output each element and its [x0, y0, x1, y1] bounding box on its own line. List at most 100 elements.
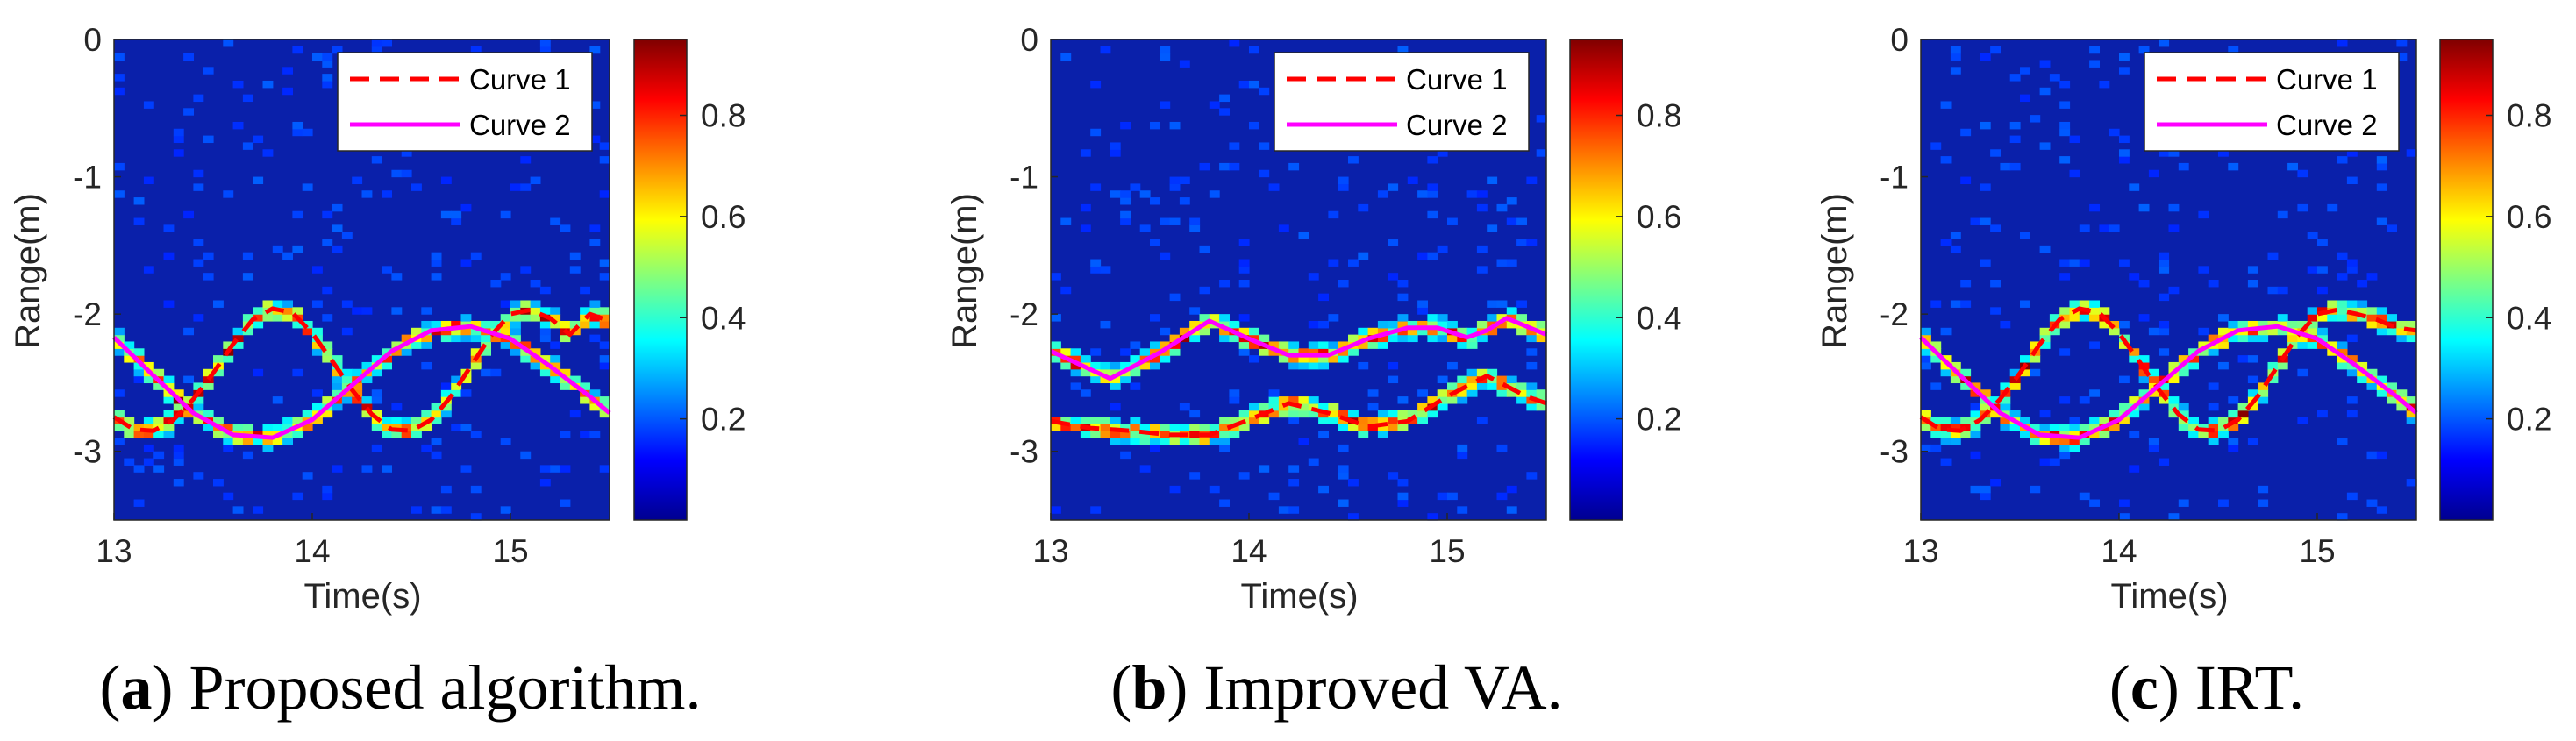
heatmap-cell	[401, 149, 412, 157]
heatmap-cell	[1447, 334, 1458, 343]
heatmap-cell	[1268, 403, 1280, 411]
heatmap-cell	[292, 417, 303, 424]
heatmap-cell	[1496, 203, 1508, 212]
heatmap-cell	[183, 108, 194, 116]
heatmap-cell	[1298, 396, 1309, 404]
heatmap-cell	[2039, 87, 2051, 96]
heatmap-cell	[1466, 334, 1478, 343]
heatmap-cell	[530, 307, 541, 315]
heatmap-cell	[431, 506, 442, 514]
heatmap-cell	[1476, 417, 1488, 424]
heatmap-cell	[2247, 280, 2258, 288]
heatmap-cell	[1209, 424, 1220, 431]
x-tick-label: 13	[1902, 533, 1938, 569]
heatmap-cell	[1268, 183, 1280, 191]
heatmap-cell	[1070, 424, 1081, 431]
heatmap-cell	[2387, 396, 2397, 404]
heatmap-cell	[1960, 280, 1972, 288]
heatmap-cell	[1526, 472, 1538, 480]
heatmap-cell	[1160, 355, 1171, 363]
heatmap-cell	[2228, 334, 2239, 343]
heatmap-cell	[1189, 431, 1201, 438]
heatmap-cell	[1100, 375, 1111, 384]
heatmap-cell	[440, 327, 452, 336]
heatmap-cell	[2178, 162, 2189, 171]
heatmap-cell	[1388, 273, 1399, 281]
heatmap-cell	[510, 341, 521, 349]
heatmap-cell	[1219, 444, 1230, 452]
heatmap-cell	[1476, 245, 1488, 253]
heatmap-cell	[1457, 451, 1468, 460]
heatmap-cell	[520, 156, 532, 164]
heatmap-cell	[2030, 115, 2041, 123]
heatmap-cell	[481, 320, 491, 329]
heatmap-cell	[124, 355, 135, 363]
heatmap-cell	[1417, 300, 1428, 308]
heatmap-cell	[599, 307, 610, 315]
heatmap-cell	[163, 389, 175, 397]
heatmap-cell	[2376, 451, 2387, 460]
heatmap-cell	[1318, 355, 1329, 363]
heatmap-cell	[1338, 355, 1349, 363]
heatmap-cell	[470, 431, 482, 438]
heatmap-cell	[2396, 403, 2408, 411]
heatmap-cell	[1308, 355, 1319, 363]
heatmap-cell	[589, 403, 601, 411]
heatmap-cell	[2287, 162, 2298, 171]
heatmap-cell	[2208, 280, 2219, 288]
heatmap-cell	[2138, 375, 2150, 384]
heatmap-cell	[1388, 472, 1399, 480]
heatmap-cell	[2089, 417, 2100, 424]
heatmap-cell	[1318, 293, 1329, 302]
heatmap-cell	[1476, 382, 1488, 390]
heatmap-cell	[282, 307, 293, 315]
heatmap-cell	[114, 348, 125, 356]
heatmap-cell	[341, 300, 353, 308]
heatmap-cell	[1940, 101, 1952, 109]
heatmap-cell	[580, 286, 590, 295]
heatmap-cell	[2208, 403, 2219, 411]
heatmap-cell	[460, 375, 472, 384]
heatmap-cell	[1338, 417, 1349, 424]
heatmap-cell	[599, 273, 610, 281]
heatmap-cell	[451, 217, 462, 225]
heatmap-cell	[550, 320, 561, 329]
heatmap-cell	[2346, 176, 2358, 184]
heatmap-cell	[163, 424, 175, 431]
heatmap-cell	[2109, 327, 2120, 336]
heatmap-cell	[530, 176, 541, 184]
heatmap-cell	[302, 128, 313, 137]
axes-frame	[113, 39, 610, 521]
heatmap-cell	[1219, 334, 1230, 343]
heatmap-cell	[2049, 327, 2060, 336]
heatmap-cell	[2119, 135, 2130, 144]
heatmap-cell	[1259, 87, 1270, 96]
heatmap-cell	[1070, 361, 1081, 370]
heatmap-cell	[253, 307, 264, 315]
heatmap-cell	[282, 431, 293, 438]
heatmap-cell	[2159, 327, 2170, 336]
heatmap-cell	[1397, 327, 1409, 336]
heatmap-cell	[302, 183, 313, 191]
heatmap-cell	[1990, 307, 2001, 315]
heatmap-cell	[2039, 424, 2051, 431]
heatmap-cell	[2049, 424, 2060, 431]
heatmap-cell	[232, 424, 244, 431]
heatmap-cell	[1060, 53, 1072, 61]
heatmap-cell	[460, 203, 472, 212]
heatmap-cell	[1457, 444, 1468, 452]
heatmap-cell	[2327, 314, 2338, 322]
heatmap-cell	[2129, 273, 2140, 281]
heatmap-cell	[1407, 417, 1418, 424]
heatmap-cell	[2039, 327, 2051, 336]
heatmap-cell	[589, 389, 601, 397]
heatmap-cell	[1130, 183, 1141, 191]
heatmap-cell	[470, 513, 482, 521]
heatmap-cell	[1139, 465, 1151, 473]
heatmap-cell	[411, 417, 422, 424]
heatmap-cell	[2228, 410, 2239, 418]
heatmap-cell	[1476, 320, 1488, 329]
heatmap-cell	[232, 506, 244, 514]
heatmap-cell	[1427, 396, 1438, 404]
